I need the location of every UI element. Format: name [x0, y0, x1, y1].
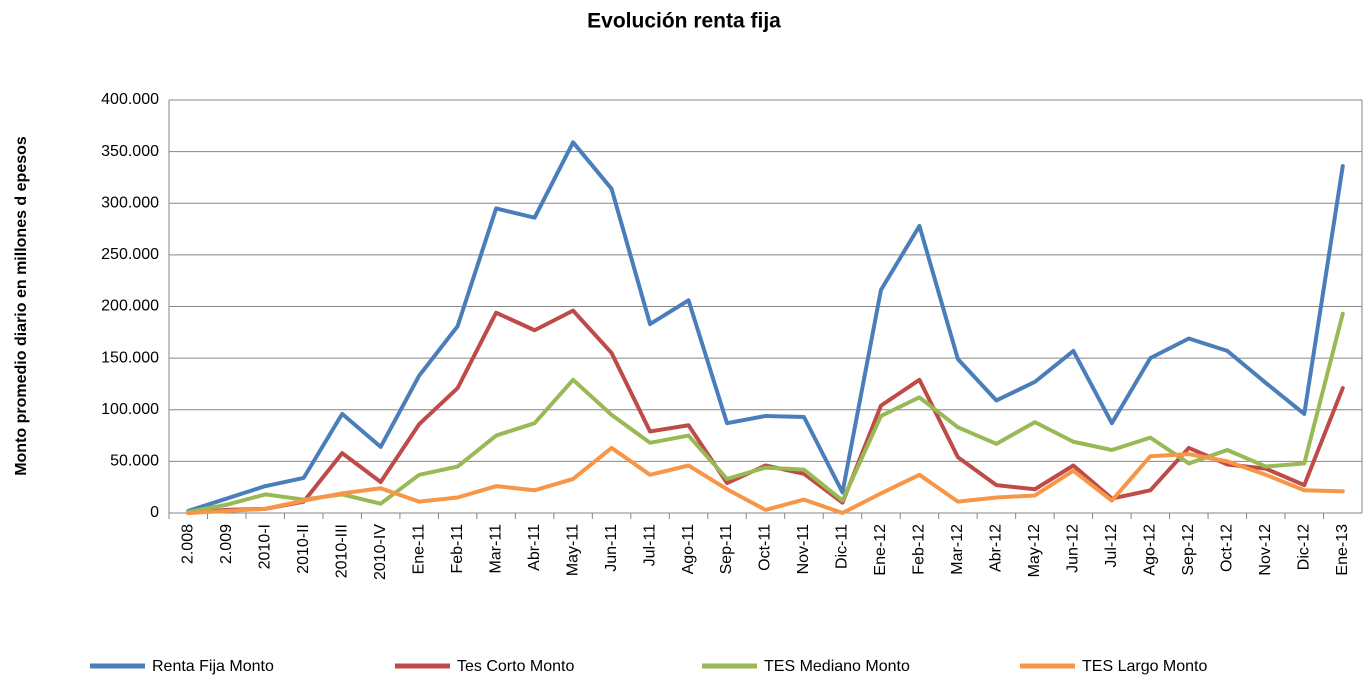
y-tick-label: 350.000 — [101, 143, 159, 160]
x-tick-label: Mar-11 — [487, 524, 504, 574]
y-tick-label: 200.000 — [101, 298, 159, 315]
y-tick-label: 300.000 — [101, 194, 159, 211]
x-tick-label: Jul-12 — [1103, 524, 1120, 568]
chart-title: Evolución renta fija — [587, 10, 781, 33]
x-tick-label: 2010-IV — [372, 524, 389, 580]
series-line — [186, 140, 1345, 513]
x-tick-label: Mar-12 — [949, 524, 966, 575]
legend-label: TES Largo Monto — [1082, 658, 1208, 675]
x-tick-label: 2010-III — [333, 524, 350, 578]
y-tick-label: 100.000 — [101, 401, 159, 418]
x-tick-label: Ene-12 — [872, 524, 889, 576]
y-tick-label: 150.000 — [101, 349, 159, 366]
x-tick-label: Oct-11 — [757, 524, 774, 571]
x-tick-label: May-11 — [564, 524, 581, 576]
x-tick-label: Oct-12 — [1219, 524, 1236, 572]
x-tick-label: 2010-II — [295, 524, 312, 574]
x-tick-label: Abr-11 — [526, 524, 543, 571]
x-tick-label: Dic-11 — [834, 524, 851, 569]
x-tick-label: Jul-11 — [641, 524, 658, 566]
x-tick-label: 2010-I — [256, 524, 273, 569]
x-tick-label: 2.008 — [179, 524, 196, 564]
y-tick-label: 0 — [150, 504, 159, 521]
y-tick-label: 250.000 — [101, 246, 159, 263]
series-line — [186, 311, 1345, 514]
x-tick-label: Ago-12 — [1142, 524, 1159, 576]
y-tick-label: 400.000 — [101, 91, 159, 108]
x-tick-label: Abr-12 — [988, 524, 1005, 572]
x-tick-label: 2.009 — [218, 524, 235, 564]
x-tick-label: Ene-13 — [1334, 524, 1351, 576]
x-tick-label: Jun-11 — [603, 524, 620, 572]
y-axis-label: Monto promedio diario en millones d epes… — [13, 136, 30, 476]
x-tick-label: Nov-12 — [1257, 524, 1274, 576]
x-tick-label: Ene-11 — [410, 524, 427, 575]
x-tick-label: Ago-11 — [680, 524, 697, 575]
x-tick-label: May-12 — [1026, 524, 1043, 577]
x-tick-label: Sep-12 — [1180, 524, 1197, 576]
series-line — [186, 445, 1345, 515]
x-tick-label: Nov-11 — [795, 524, 812, 574]
x-tick-label: Feb-12 — [911, 524, 928, 575]
legend-label: TES Mediano Monto — [764, 658, 910, 675]
legend-label: Renta Fija Monto — [152, 658, 274, 675]
legend-label: Tes Corto Monto — [457, 658, 574, 675]
x-tick-label: Feb-11 — [449, 524, 466, 574]
x-tick-label: Sep-11 — [718, 524, 735, 575]
x-tick-label: Dic-12 — [1295, 524, 1312, 570]
x-tick-label: Jun-12 — [1065, 524, 1082, 573]
series-line — [186, 308, 1345, 515]
y-tick-label: 50.000 — [110, 453, 159, 470]
